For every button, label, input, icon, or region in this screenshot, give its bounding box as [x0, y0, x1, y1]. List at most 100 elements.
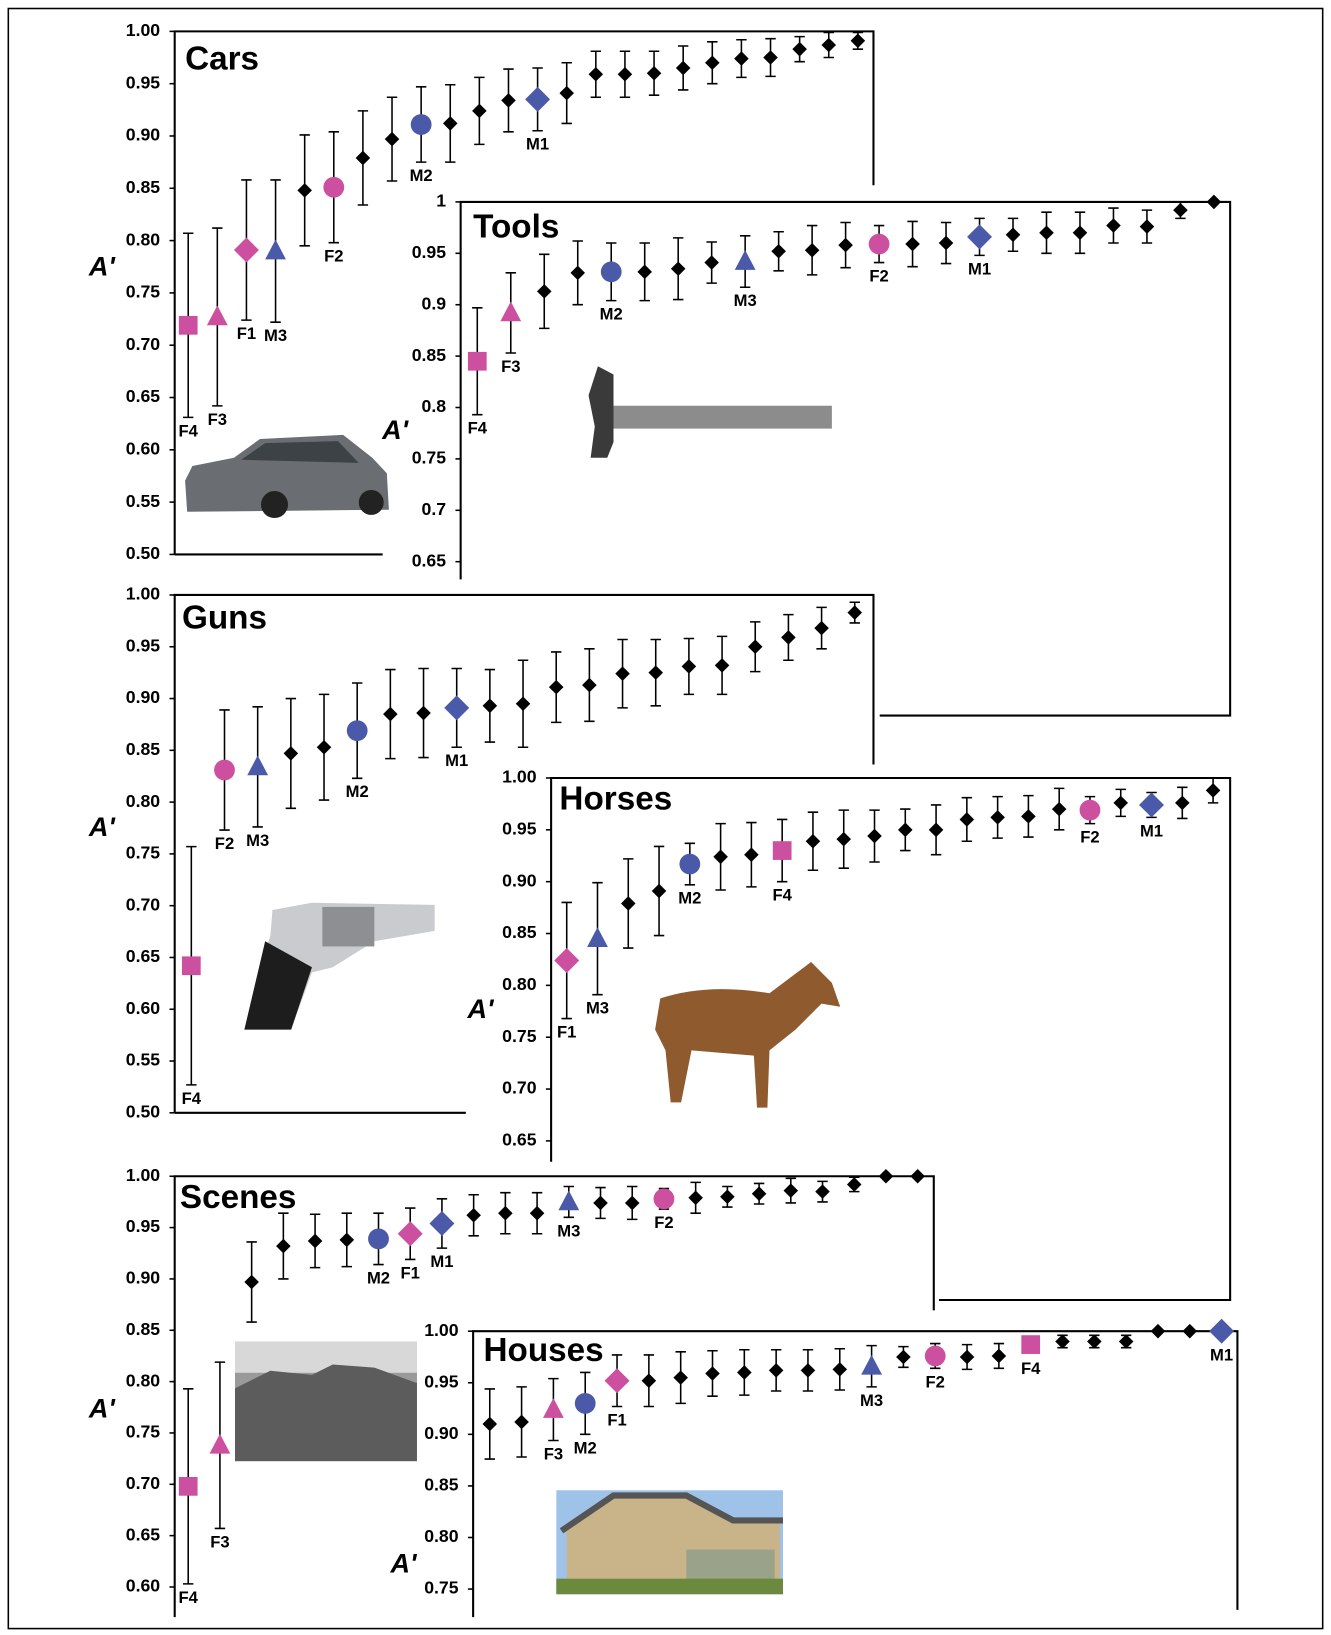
marker-diamond — [593, 1195, 608, 1211]
panel: Scenes A' 1.00 0.95 0.90 0.85 0.80 0.75 0.70 0.65… — [88, 1165, 935, 1618]
marker-diamond — [498, 1205, 513, 1221]
marker-diamond — [792, 41, 807, 57]
marker-diamond — [1139, 219, 1155, 234]
y-tick-label: 0.95 — [126, 635, 161, 655]
y-tick-label: 1.00 — [126, 584, 161, 604]
marker-diamond — [307, 1233, 323, 1249]
panel: Guns A' 1.00 0.95 0.90 0.85 0.80 0.75 0.70 0.65 0.… — [88, 584, 875, 1121]
point-label: F2 — [926, 1372, 945, 1391]
marker-diamond — [1113, 795, 1129, 811]
marker-circle — [868, 233, 890, 255]
marker-diamond — [536, 284, 552, 299]
marker-diamond — [704, 255, 719, 270]
y-tick-label: 1.00 — [126, 1165, 161, 1185]
marker-triangle — [247, 755, 269, 776]
marker-diamond — [276, 1238, 291, 1254]
y-tick-label: 0.90 — [126, 1268, 161, 1288]
marker-diamond — [714, 658, 730, 673]
marker-diamond — [648, 665, 664, 680]
axis-frame — [550, 776, 1232, 1302]
gun-picture — [244, 902, 435, 1030]
panel-title: Houses — [484, 1332, 604, 1369]
y-tick-label: 0.7 — [422, 499, 447, 519]
marker-diamond — [482, 698, 498, 714]
y-tick-label: 0.90 — [424, 1423, 459, 1443]
y-axis-label: A' — [466, 994, 495, 1024]
point-label: F4 — [179, 1588, 199, 1607]
y-tick-label: 0.85 — [126, 739, 161, 759]
y-tick-label: 0.80 — [126, 1370, 161, 1390]
y-tick-label: 0.60 — [126, 438, 161, 458]
marker-diamond — [763, 50, 778, 65]
marker-circle — [653, 1188, 675, 1210]
marker-diamond — [1206, 194, 1222, 210]
y-tick-label: 0.65 — [126, 1524, 161, 1544]
marker-diamond — [466, 1207, 481, 1223]
marker-diamond — [781, 630, 796, 645]
panel-title: Cars — [185, 40, 259, 77]
marker-diamond — [832, 1362, 848, 1377]
y-tick-label: 0.55 — [126, 1050, 161, 1070]
marker-diamond — [651, 883, 667, 899]
marker-diamond — [681, 659, 697, 674]
y-tick-label: 0.80 — [424, 1526, 459, 1546]
marker-square — [772, 841, 792, 860]
car-picture — [185, 434, 389, 519]
marker-diamond — [397, 1221, 423, 1247]
point-label: M3 — [734, 291, 757, 310]
marker-diamond — [429, 1211, 455, 1236]
marker-diamond — [1106, 218, 1121, 233]
marker-diamond — [1150, 1323, 1166, 1339]
marker-diamond — [751, 1186, 767, 1201]
y-tick-label: 0.75 — [412, 448, 447, 468]
marker-diamond — [615, 666, 630, 681]
point-label: M2 — [574, 1438, 597, 1457]
marker-diamond — [472, 103, 487, 119]
point-label: M1 — [445, 751, 468, 770]
point-label: F2 — [324, 247, 343, 266]
horse-picture — [655, 962, 841, 1108]
y-tick-label: 0.80 — [502, 974, 537, 994]
marker-diamond — [617, 66, 633, 82]
marker-diamond — [244, 1274, 259, 1290]
marker-diamond — [1087, 1334, 1102, 1349]
point-label: F4 — [468, 419, 488, 438]
marker-diamond — [878, 1168, 894, 1184]
marker-diamond — [815, 1184, 830, 1199]
y-tick-label: 0.90 — [126, 687, 161, 707]
point-label: M3 — [586, 999, 609, 1018]
marker-circle — [346, 720, 368, 742]
figure-border — [7, 7, 1324, 1630]
marker-diamond — [959, 812, 975, 827]
marker-diamond — [805, 833, 821, 849]
point-label: M2 — [600, 305, 623, 324]
y-tick-label: 0.65 — [502, 1130, 537, 1150]
marker-diamond — [836, 831, 852, 847]
marker-diamond — [896, 1349, 911, 1365]
marker-diamond — [1139, 792, 1165, 818]
marker-triangle — [587, 927, 608, 948]
marker-circle — [600, 261, 622, 283]
point-label: M1 — [968, 259, 991, 278]
marker-diamond — [967, 224, 993, 250]
marker-diamond — [705, 55, 720, 71]
point-label: M1 — [526, 135, 549, 154]
panel: Cars A' 1.00 0.95 0.90 0.85 0.80 0.75 0.70 0.65 0.… — [88, 20, 875, 563]
marker-diamond — [734, 51, 749, 66]
marker-diamond — [554, 947, 580, 973]
marker-diamond — [1051, 801, 1067, 817]
y-tick-label: 0.60 — [126, 998, 161, 1018]
marker-diamond — [938, 235, 954, 251]
house-picture — [556, 1490, 784, 1595]
y-tick-label: 1 — [436, 191, 446, 211]
y-tick-label: 0.95 — [412, 242, 447, 262]
point-label: M3 — [246, 831, 269, 850]
marker-diamond — [1173, 202, 1188, 218]
marker-circle — [1079, 799, 1101, 821]
marker-circle — [679, 853, 701, 875]
marker-diamond — [814, 620, 829, 636]
y-tick-label: 0.55 — [126, 491, 161, 511]
y-tick-label: 0.70 — [126, 334, 161, 354]
marker-diamond — [673, 1370, 688, 1385]
